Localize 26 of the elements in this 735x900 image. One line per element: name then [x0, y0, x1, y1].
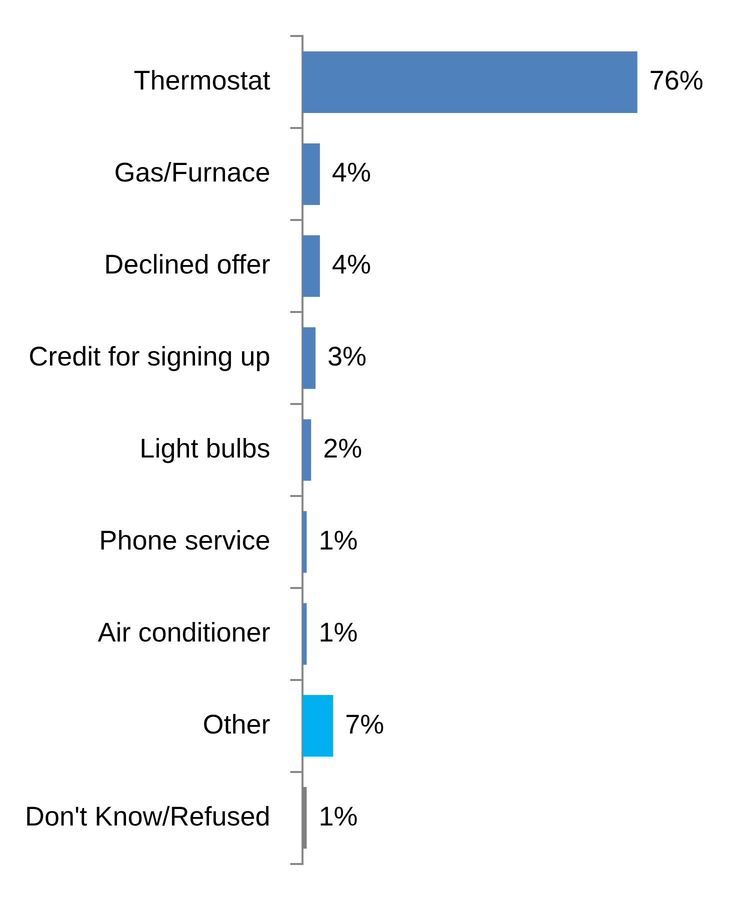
data-label: 4%	[332, 250, 371, 280]
y-tick-label: Thermostat	[134, 66, 271, 96]
y-tick-label: Other	[202, 709, 270, 740]
bar	[302, 603, 307, 665]
y-tick-label: Gas/Furnace	[114, 158, 270, 188]
data-label: 7%	[345, 709, 384, 740]
bar	[302, 51, 638, 113]
data-label: 76%	[649, 66, 704, 96]
y-tick-label: Credit for signing up	[28, 342, 270, 372]
y-tick-label: Air conditioner	[98, 617, 270, 648]
data-label: 1%	[318, 617, 358, 648]
data-label: 3%	[328, 342, 367, 372]
y-tick-label: Don't Know/Refused	[24, 801, 270, 832]
bar	[302, 235, 320, 297]
bar	[302, 419, 312, 481]
bar	[302, 327, 316, 389]
data-label: 2%	[323, 433, 362, 464]
bar	[302, 143, 320, 205]
bar	[302, 511, 307, 573]
bar	[302, 695, 334, 757]
y-tick-label: Declined offer	[104, 250, 270, 280]
y-tick-label: Phone service	[99, 525, 270, 556]
data-label: 1%	[318, 801, 358, 832]
data-label: 1%	[318, 525, 358, 556]
data-label: 4%	[332, 158, 371, 188]
y-tick-label: Light bulbs	[140, 433, 270, 464]
